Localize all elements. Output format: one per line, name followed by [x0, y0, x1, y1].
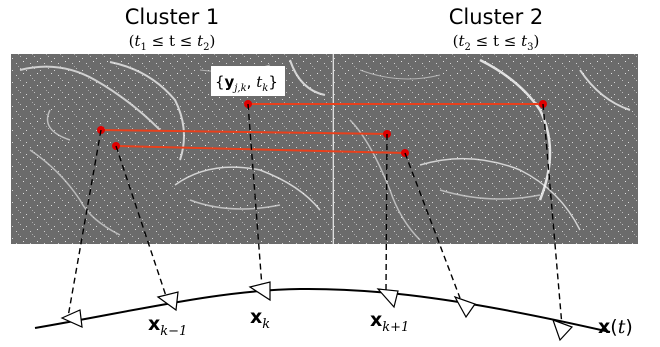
cluster-2-title: Cluster 2 [448, 5, 544, 29]
pose-label-k: xk [250, 306, 270, 332]
cluster-2-time-range: (t2 ≤ t ≤ t3) [452, 32, 540, 53]
feature-track-2 [100, 129, 388, 135]
event-image-cluster-2 [334, 54, 638, 244]
trajectory-curve [34, 287, 611, 333]
camera-pose [60, 309, 83, 328]
camera-pose [453, 295, 476, 319]
trajectory-label: x(t) [598, 316, 633, 338]
observation-label-box [211, 66, 285, 96]
pose-label-k-plus-1: xk+1 [370, 309, 409, 335]
pose-label-k-minus-1: xk−1 [148, 313, 187, 339]
observation-label: {yj,k, tk} [215, 73, 278, 94]
camera-pose [248, 281, 271, 302]
camera-pose [552, 318, 574, 342]
camera-poses [60, 281, 574, 342]
cluster-1-time-range: (t1 ≤ t ≤ t2) [128, 32, 216, 53]
projection-lines [67, 103, 563, 327]
cluster-1-title: Cluster 1 [124, 5, 220, 29]
camera-pose [376, 288, 399, 309]
feature-track-3 [115, 145, 406, 154]
camera-pose [156, 291, 179, 312]
